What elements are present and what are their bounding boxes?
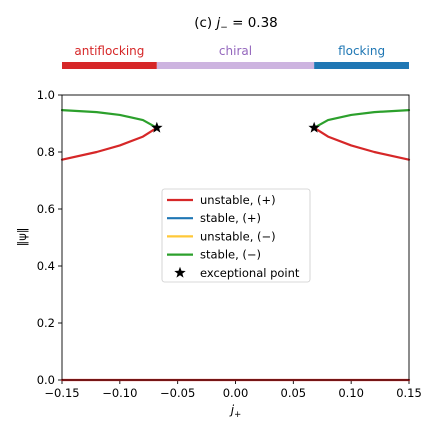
y-tick-label: 0.2 [37,316,55,330]
phase-label: chiral [219,44,252,58]
exceptional-point-marker [308,121,320,133]
series-line [60,109,158,129]
phase-bar-segment [62,62,157,69]
legend-label: exceptional point [200,266,300,280]
legend-box [161,188,311,283]
plot-frame [61,94,410,381]
x-axis-label: j+ [229,403,241,420]
chart-title-subscript: − [220,23,228,33]
legend: unstable, (+) stable, (+) unstable, (−) sta… [161,188,311,283]
x-axis-label-subscript: + [234,410,241,420]
phase-label: antiflocking [74,44,144,58]
phase-bar: antiflocking chiral flocking [62,44,409,69]
y-tick-label: 1.0 [37,88,55,102]
x-tick-label: −0.10 [102,386,137,400]
series-line [313,126,411,161]
chart-title: (c) j− = 0.38 [194,15,278,33]
chart-title-prefix: (c) [194,15,216,31]
x-tick-label: 0.15 [396,386,422,400]
legend-label: unstable, (+) [200,193,276,207]
y-tick-label: 0.8 [37,145,55,159]
y-tick-label: 0.6 [37,202,55,216]
x-tick-label: −0.05 [160,386,195,400]
y-tick-label: 0.0 [37,373,55,387]
legend-star-marker [174,266,186,278]
legend-label: stable, (−) [200,248,261,262]
series-line [313,109,411,129]
y-axis-label: ‖ψ‖ [15,227,29,246]
exceptional-point-marker [151,121,163,133]
exceptional-point-markers [151,121,320,133]
x-tick-label: 0.05 [281,386,307,400]
x-axis-label-variable: j [229,403,235,417]
x-tick-label: −0.15 [44,386,79,400]
x-tick-label: 0.00 [223,386,249,400]
chart-title-variable: j [214,15,220,31]
y-tick-label: 0.4 [37,259,55,273]
legend-label: stable, (+) [200,211,261,225]
phase-bar-segment [314,62,409,69]
legend-label: unstable, (−) [200,229,276,243]
phase-bar-segment [156,62,315,69]
chart-title-suffix: = 0.38 [228,15,278,31]
axis-ticks: −0.15 −0.10 −0.05 0.00 0.05 0.10 0.15 0.0 0.2 0.4… [37,88,422,400]
phase-label: flocking [338,44,385,58]
series-line [60,126,158,161]
x-tick-label: 0.10 [338,386,364,400]
